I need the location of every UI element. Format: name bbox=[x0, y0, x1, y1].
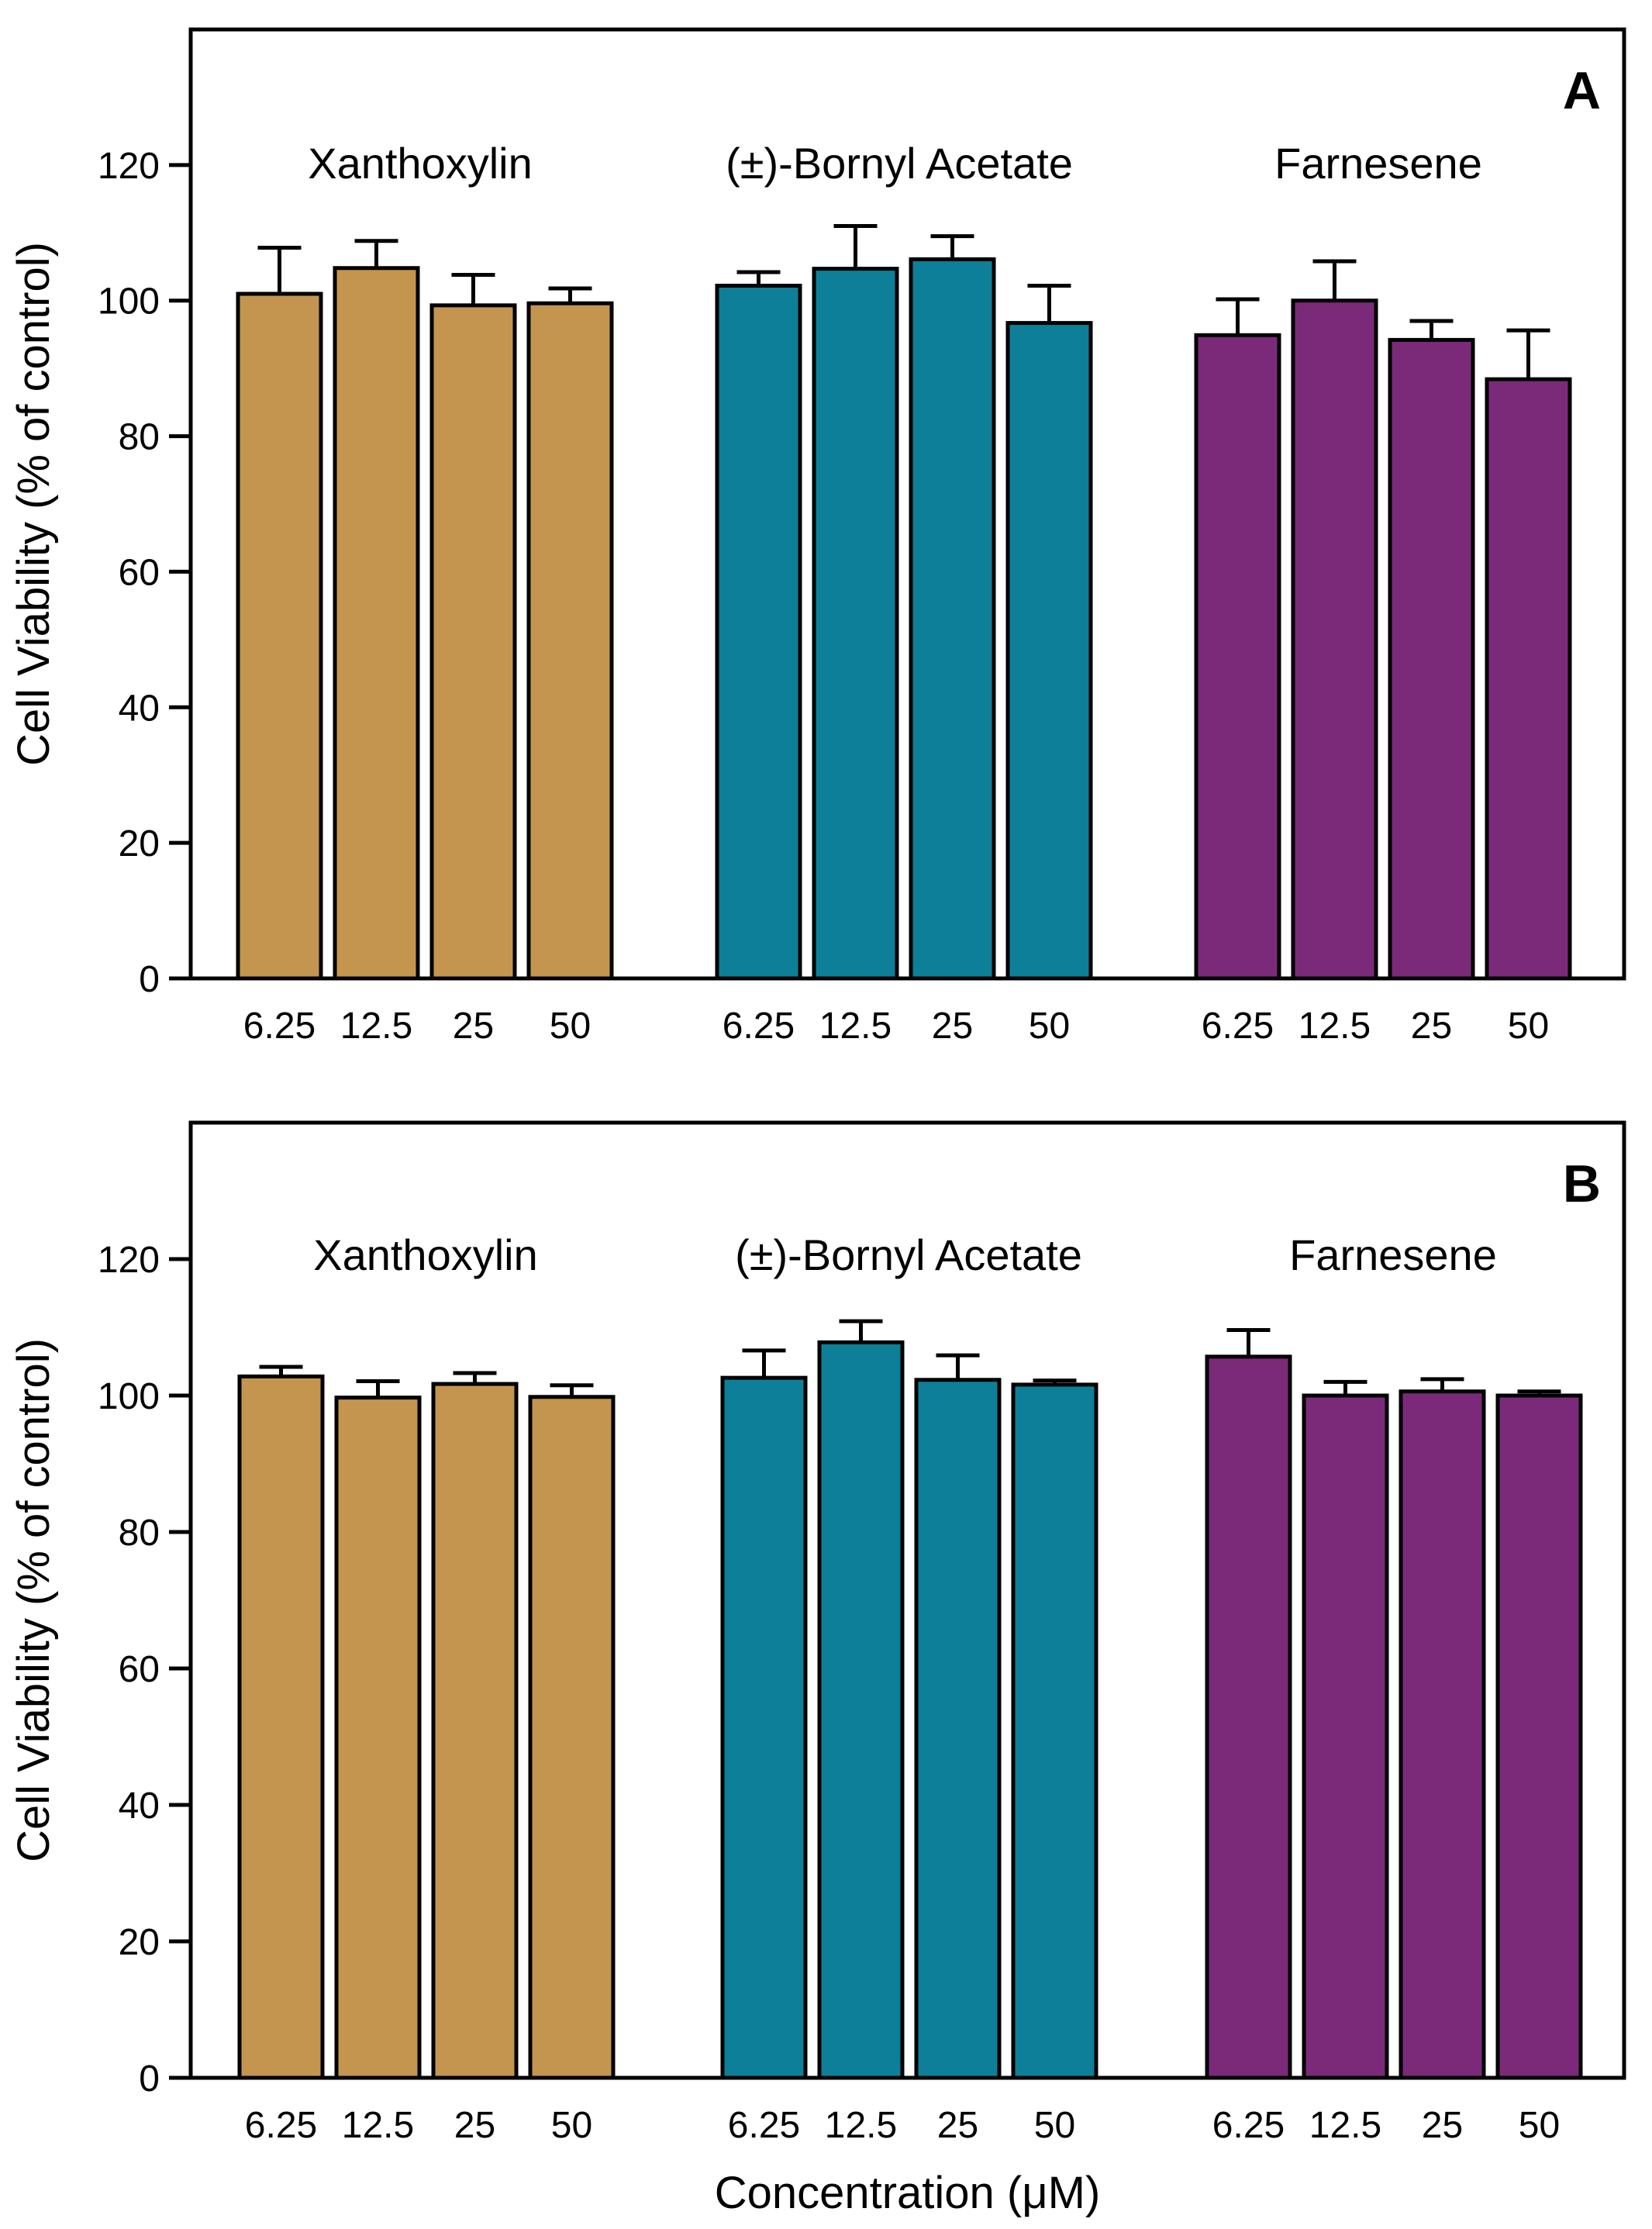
panel-b: 0 20 40 60 80 100 120 Cell Viability (% of cont… bbox=[9, 1120, 1626, 2218]
bar bbox=[812, 267, 899, 981]
y-tick-label: 0 bbox=[139, 2058, 160, 2100]
bar bbox=[1495, 1393, 1583, 2080]
bar bbox=[526, 301, 614, 981]
panel-letter: A bbox=[1563, 61, 1601, 120]
bar bbox=[720, 1375, 808, 2080]
x-tick-label: 50 bbox=[1034, 2105, 1075, 2146]
y-tick-label: 20 bbox=[119, 823, 160, 864]
x-tick-label: 6.25 bbox=[245, 2105, 317, 2146]
bar bbox=[715, 283, 802, 981]
x-tick-label: 25 bbox=[932, 1006, 973, 1047]
bar bbox=[1005, 321, 1093, 981]
bar bbox=[429, 303, 517, 981]
y-tick-label: 100 bbox=[98, 281, 160, 323]
x-tick-label: 12.5 bbox=[340, 1006, 412, 1047]
y-tick-label: 60 bbox=[119, 1649, 160, 1690]
bar bbox=[1011, 1382, 1098, 2080]
bar-group: Xanthoxylin 6.25 12.5 25 50 bbox=[236, 139, 614, 1047]
bar bbox=[817, 1340, 905, 2080]
group-label: Farnesene bbox=[1274, 139, 1482, 188]
panel-letter: B bbox=[1563, 1154, 1601, 1213]
group-label: Xanthoxylin bbox=[308, 139, 533, 188]
group-label: Xanthoxylin bbox=[313, 1230, 538, 1279]
bar bbox=[1205, 1354, 1292, 2080]
y-tick-label: 120 bbox=[98, 1240, 160, 1281]
y-tick-label: 80 bbox=[119, 1513, 160, 1554]
y-tick-label: 80 bbox=[119, 417, 160, 458]
bar-group: Farnesene 6.25 12.5 25 50 bbox=[1194, 139, 1572, 1047]
x-tick-label: 25 bbox=[453, 1006, 494, 1047]
x-tick-label: 6.25 bbox=[723, 1006, 795, 1047]
bar bbox=[909, 257, 996, 981]
group-label: (±)-Bornyl Acetate bbox=[735, 1230, 1082, 1279]
y-tick-label: 120 bbox=[98, 146, 160, 187]
y-axis-title: Cell Viability (% of control) bbox=[9, 1338, 59, 1862]
bar bbox=[236, 292, 323, 981]
y-tick-label: 40 bbox=[119, 1786, 160, 1827]
bar-group: (±)-Bornyl Acetate 6.25 12.5 25 50 bbox=[715, 139, 1093, 1047]
bar bbox=[1302, 1393, 1389, 2080]
bar bbox=[334, 1396, 422, 2080]
bar bbox=[1291, 298, 1378, 981]
bar bbox=[528, 1395, 616, 2080]
bar-group: Farnesene 6.25 12.5 25 50 bbox=[1205, 1230, 1583, 2146]
group-label: (±)-Bornyl Acetate bbox=[726, 139, 1073, 188]
x-tick-label: 50 bbox=[1029, 1006, 1070, 1047]
x-tick-label: 6.25 bbox=[1212, 2105, 1285, 2146]
x-tick-label: 50 bbox=[1519, 2105, 1560, 2146]
bar bbox=[1388, 337, 1475, 981]
y-tick-label: 60 bbox=[119, 552, 160, 593]
y-axis-title: Cell Viability (% of control) bbox=[9, 242, 59, 766]
bar bbox=[333, 266, 420, 981]
x-tick-label: 25 bbox=[454, 2105, 495, 2146]
x-tick-label: 6.25 bbox=[1202, 1006, 1274, 1047]
x-tick-label: 6.25 bbox=[728, 2105, 800, 2146]
y-tick-label: 40 bbox=[119, 688, 160, 729]
bar bbox=[1485, 377, 1572, 981]
bar-group: Xanthoxylin 6.25 12.5 25 50 bbox=[237, 1230, 616, 2146]
x-tick-label: 50 bbox=[1508, 1006, 1549, 1047]
bar bbox=[237, 1374, 325, 2080]
x-tick-label: 25 bbox=[1422, 2105, 1463, 2146]
bar bbox=[431, 1382, 519, 2080]
bar bbox=[1194, 333, 1281, 981]
y-tick-label: 0 bbox=[139, 959, 160, 1000]
x-tick-label: 12.5 bbox=[1309, 2105, 1381, 2146]
x-axis-title: Concentration (μM) bbox=[715, 2168, 1101, 2218]
bar bbox=[1399, 1389, 1486, 2080]
panel-a: 0 20 40 60 80 100 120 Cell Viability (% of cont… bbox=[9, 27, 1626, 1047]
x-tick-label: 12.5 bbox=[819, 1006, 892, 1047]
y-tick-label: 100 bbox=[98, 1376, 160, 1417]
bar bbox=[914, 1378, 1002, 2080]
plot-frame bbox=[188, 27, 1626, 981]
x-tick-label: 12.5 bbox=[342, 2105, 414, 2146]
x-tick-label: 12.5 bbox=[825, 2105, 897, 2146]
y-tick-label: 20 bbox=[119, 1922, 160, 1963]
x-tick-label: 25 bbox=[1411, 1006, 1452, 1047]
x-tick-label: 25 bbox=[937, 2105, 978, 2146]
x-tick-label: 6.25 bbox=[243, 1006, 316, 1047]
group-label: Farnesene bbox=[1289, 1230, 1497, 1279]
bar-group: (±)-Bornyl Acetate 6.25 12.5 25 50 bbox=[720, 1230, 1098, 2146]
x-tick-label: 12.5 bbox=[1298, 1006, 1371, 1047]
x-tick-label: 50 bbox=[550, 1006, 591, 1047]
x-tick-label: 50 bbox=[551, 2105, 592, 2146]
plot-frame bbox=[188, 1120, 1626, 2080]
